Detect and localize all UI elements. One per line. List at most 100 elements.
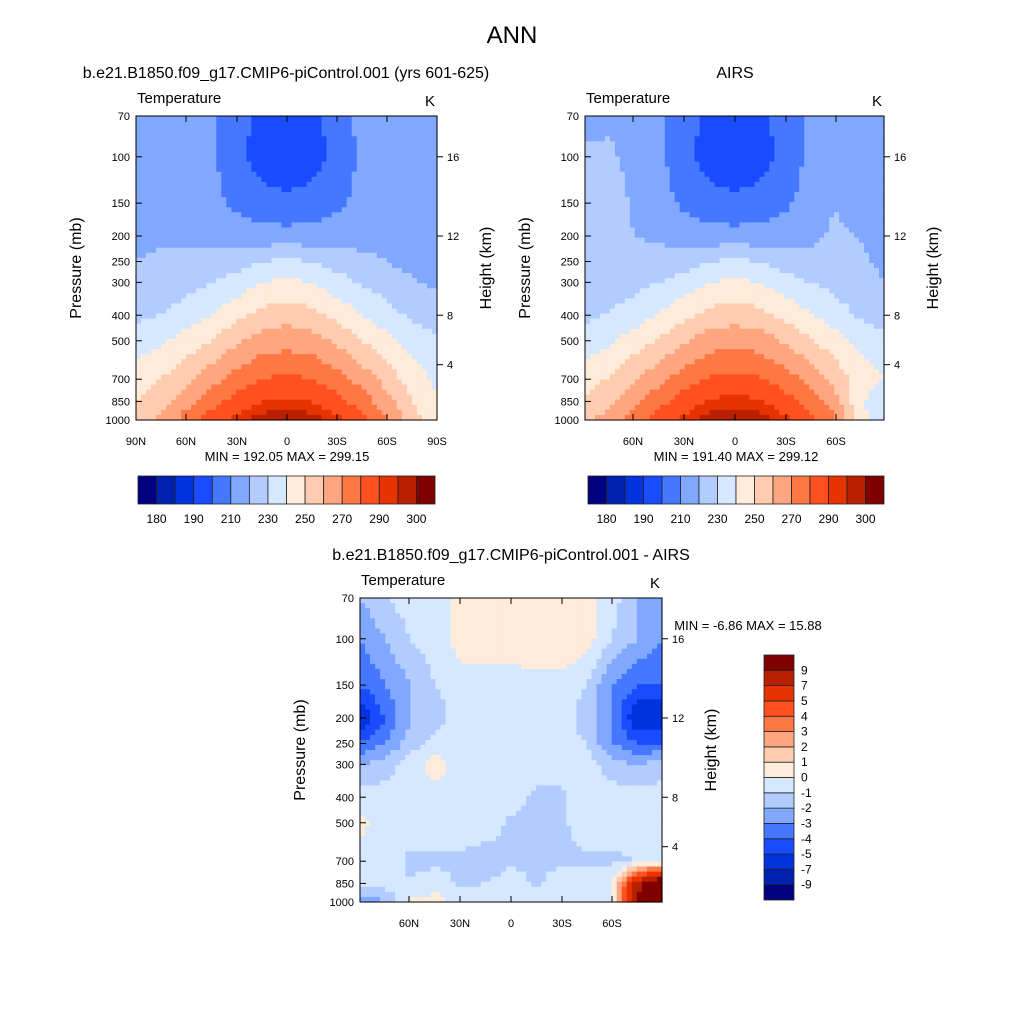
contour-cell [141,288,147,294]
contour-cell [366,212,373,218]
contour-cell [346,404,353,411]
contour-cell [296,414,303,421]
contour-cell [386,379,393,386]
contour-cell [386,207,393,213]
contour-cell [594,151,601,158]
contour-cell [401,354,408,360]
contour-cell [599,171,606,178]
contour-cell [171,268,177,274]
contour-cell [371,374,378,381]
contour-cell [191,186,197,193]
contour-cell [644,349,651,355]
contour-cell [351,207,358,213]
contour-cell [356,303,363,310]
contour-cell [251,298,257,305]
contour-cell [286,227,293,234]
contour-cell [664,252,671,259]
contour-cell [216,359,222,365]
contour-cell [411,212,418,218]
contour-cell [271,232,278,239]
contour-cell [301,121,308,127]
contour-cell [246,384,252,391]
contour-cell [644,404,651,411]
contour-cell [216,389,222,396]
contour-cell [326,268,333,274]
contour-cell [356,298,363,305]
contour-cell [426,318,433,325]
contour-cell [311,131,318,137]
contour-cell [346,379,353,386]
contour-cell [356,141,363,147]
contour-cell [321,298,328,305]
contour-cell [406,379,413,386]
contour-cell [281,349,288,355]
y-tick-label: 250 [112,257,130,269]
contour-cell [381,349,388,355]
contour-cell [261,247,268,254]
contour-cell [301,176,308,183]
contour-cell [141,257,147,264]
contour-cell [421,242,428,249]
contour-cell [256,151,263,158]
contour-cell [151,303,157,310]
contour-cell [156,186,162,193]
contour-cell [629,197,636,203]
contour-cell [406,384,413,391]
contour-cell [386,323,393,330]
contour-cell [416,212,423,218]
contour-cell [271,318,278,325]
contour-cell [311,369,318,375]
contour-cell [141,354,147,360]
contour-cell [201,369,207,375]
contour-cell [391,399,398,406]
contour-cell [664,166,671,173]
contour-cell [171,273,177,279]
contour-cell [161,136,167,142]
contour-cell [296,293,303,299]
contour-cell [251,161,257,168]
contour-cell [376,212,383,218]
contour-cell [256,237,263,244]
contour-cell [271,359,278,365]
contour-cell [231,121,237,127]
contour-cell [291,293,298,299]
contour-cell [366,379,373,386]
contour-cell [331,192,338,198]
contour-cell [386,404,393,411]
contour-cell [589,344,596,350]
contour-cell [679,227,686,234]
contour-cell [316,151,323,158]
contour-cell [186,136,192,142]
contour-cell [585,212,591,218]
contour-cell [664,288,671,294]
contour-cell [246,303,252,310]
contour-cell [689,151,696,158]
contour-cell [396,384,403,391]
contour-cell [211,212,217,218]
contour-cell [356,328,363,335]
contour-cell [206,298,212,305]
contour-cell [236,217,242,223]
contour-cell [186,273,192,279]
contour-cell [366,349,373,355]
contour-cell [176,151,182,158]
contour-cell [216,404,222,411]
contour-cell [171,384,177,391]
contour-cell [629,247,636,254]
contour-cell [659,369,666,375]
contour-cell [201,273,207,279]
contour-cell [664,126,671,132]
contour-cell [381,136,388,142]
contour-cell [331,156,338,163]
contour-cell [624,181,631,188]
contour-cell [614,151,621,158]
contour-cell [191,278,197,284]
contour-cell [256,328,263,335]
contour-cell [391,202,398,208]
contour-cell [286,181,293,188]
contour-cell [136,176,142,183]
contour-cell [396,232,403,239]
contour-cell [221,268,227,274]
contour-cell [151,369,157,375]
contour-cell [246,176,252,183]
